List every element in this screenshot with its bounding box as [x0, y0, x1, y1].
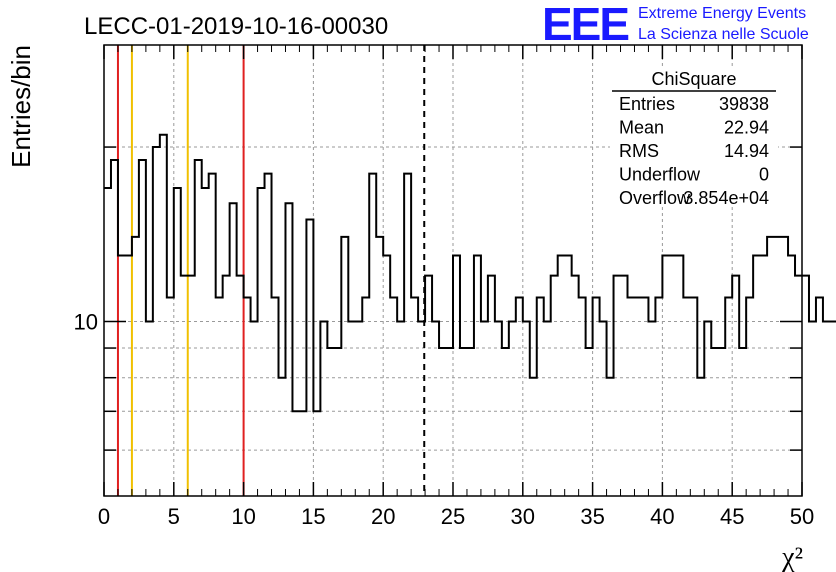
stats-title: ChiSquare [651, 69, 736, 89]
logo-letters: EEE [542, 0, 628, 50]
stats-label: Underflow [619, 165, 701, 185]
x-tick-label: 0 [98, 504, 110, 529]
x-tick-label: 45 [720, 504, 744, 529]
stats-label: Mean [619, 118, 664, 138]
x-tick-label: 25 [441, 504, 465, 529]
vertical-markers [116, 45, 426, 496]
stats-value: 22.94 [724, 118, 769, 138]
logo-line2: La Scienza nelle Scuole [638, 26, 809, 43]
eee-logo: EEE Extreme Energy Events La Scienza nel… [542, 0, 809, 50]
y-tick-labels: 10 [74, 310, 98, 335]
x-tick-label: 30 [511, 504, 535, 529]
stats-value: 39838 [719, 94, 769, 114]
stats-value: 0 [759, 165, 769, 185]
stats-label: Overflow [619, 188, 691, 208]
x-axis-label: χ² [781, 542, 803, 572]
stats-box: ChiSquare Entries 39838 Mean 22.94 RMS 14.94 U… [610, 66, 778, 208]
stats-label: RMS [619, 141, 659, 161]
x-tick-label: 50 [790, 504, 814, 529]
stats-value: 14.94 [724, 141, 769, 161]
x-tick-label: 40 [650, 504, 674, 529]
stats-label: Entries [619, 94, 675, 114]
x-tick-label: 20 [371, 504, 395, 529]
y-axis-label: Entries/bin [6, 45, 36, 168]
logo-line1: Extreme Energy Events [638, 5, 806, 22]
axes [103, 44, 803, 497]
stats-value: 3.854e+04 [683, 188, 769, 208]
y-tick-label: 10 [74, 310, 98, 335]
x-tick-label: 35 [580, 504, 604, 529]
chart-title: LECC-01-2019-10-16-00030 [84, 13, 388, 40]
x-tick-label: 10 [231, 504, 255, 529]
x-tick-label: 5 [168, 504, 180, 529]
x-tick-label: 15 [301, 504, 325, 529]
x-tick-labels: 0 5 10 15 20 25 30 35 40 45 50 [98, 504, 814, 529]
histogram-line [104, 133, 836, 413]
